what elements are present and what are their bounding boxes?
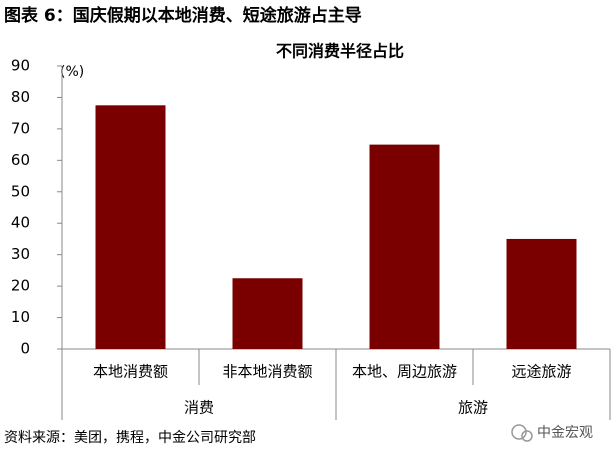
y-tick-label: 90 [11,57,30,75]
group-label: 消费 [184,399,214,417]
source-note: 资料来源：美团，携程，中金公司研究部 [4,430,256,446]
bar [95,105,166,349]
chart-title: 图表 6：国庆假期以本地消费、短途旅游占主导 [4,5,362,26]
bar [506,238,577,349]
y-tick-label: 10 [11,308,30,326]
y-tick-label: 70 [11,119,30,137]
y-tick-label: 40 [11,214,30,232]
y-tick-label: 30 [11,245,30,263]
y-tick-label: 80 [11,88,30,106]
x-tick-label: 本地、周边旅游 [352,363,457,381]
y-tick-label: 0 [20,340,30,358]
y-tick-label: 50 [11,182,30,200]
group-label: 旅游 [458,399,488,417]
x-tick-label: 远途旅游 [511,363,571,381]
x-tick-label: 非本地消费额 [222,363,312,381]
bar [232,278,303,349]
watermark-icon [511,424,533,442]
y-tick-label: 20 [11,277,30,295]
x-tick-label: 本地消费额 [93,363,168,381]
chart-subtitle: 不同消费半径占比 [276,42,404,61]
y-tick-label: 60 [11,151,30,169]
y-unit: (%) [60,64,84,80]
bar [369,144,440,349]
watermark: 中金宏观 [537,425,593,441]
